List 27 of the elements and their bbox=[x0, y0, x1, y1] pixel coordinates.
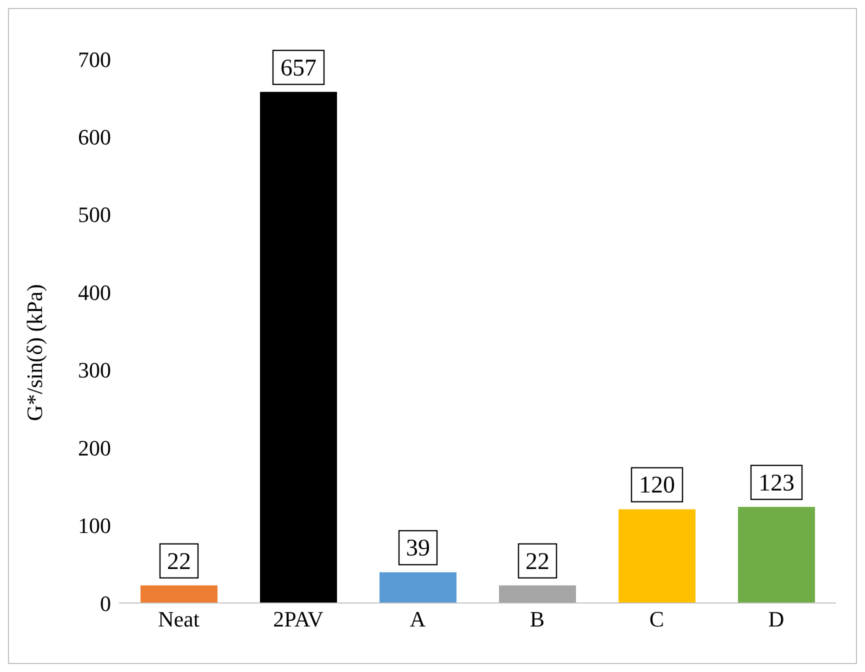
data-label: 657 bbox=[280, 55, 316, 82]
y-tick-label: 700 bbox=[78, 46, 111, 72]
data-label: 120 bbox=[639, 472, 675, 499]
data-label: 22 bbox=[167, 548, 191, 575]
bar bbox=[499, 585, 576, 603]
data-label: 123 bbox=[758, 470, 794, 496]
bar bbox=[380, 572, 456, 603]
data-label: 39 bbox=[406, 536, 430, 562]
y-tick-label: 500 bbox=[78, 202, 111, 228]
y-tick-label: 200 bbox=[78, 435, 111, 460]
bar bbox=[738, 506, 815, 603]
x-tick-label: 2PAV bbox=[273, 606, 324, 632]
bar bbox=[260, 92, 337, 603]
bar bbox=[140, 585, 218, 603]
y-tick-label: 400 bbox=[78, 280, 111, 305]
y-axis-title: G*/sin(δ) (kPa) bbox=[22, 284, 47, 421]
y-tick-label: 100 bbox=[78, 513, 111, 538]
x-tick-label: A bbox=[410, 606, 426, 632]
y-tick-label: 600 bbox=[78, 124, 111, 150]
data-label: 22 bbox=[526, 548, 550, 575]
y-tick-label: 300 bbox=[78, 358, 111, 383]
bar bbox=[618, 509, 696, 603]
x-tick-label: D bbox=[768, 606, 784, 632]
y-tick-label: 0 bbox=[100, 590, 111, 616]
x-tick-label: Neat bbox=[158, 606, 200, 632]
x-tick-label: B bbox=[530, 606, 545, 632]
x-tick-label: C bbox=[649, 606, 664, 632]
